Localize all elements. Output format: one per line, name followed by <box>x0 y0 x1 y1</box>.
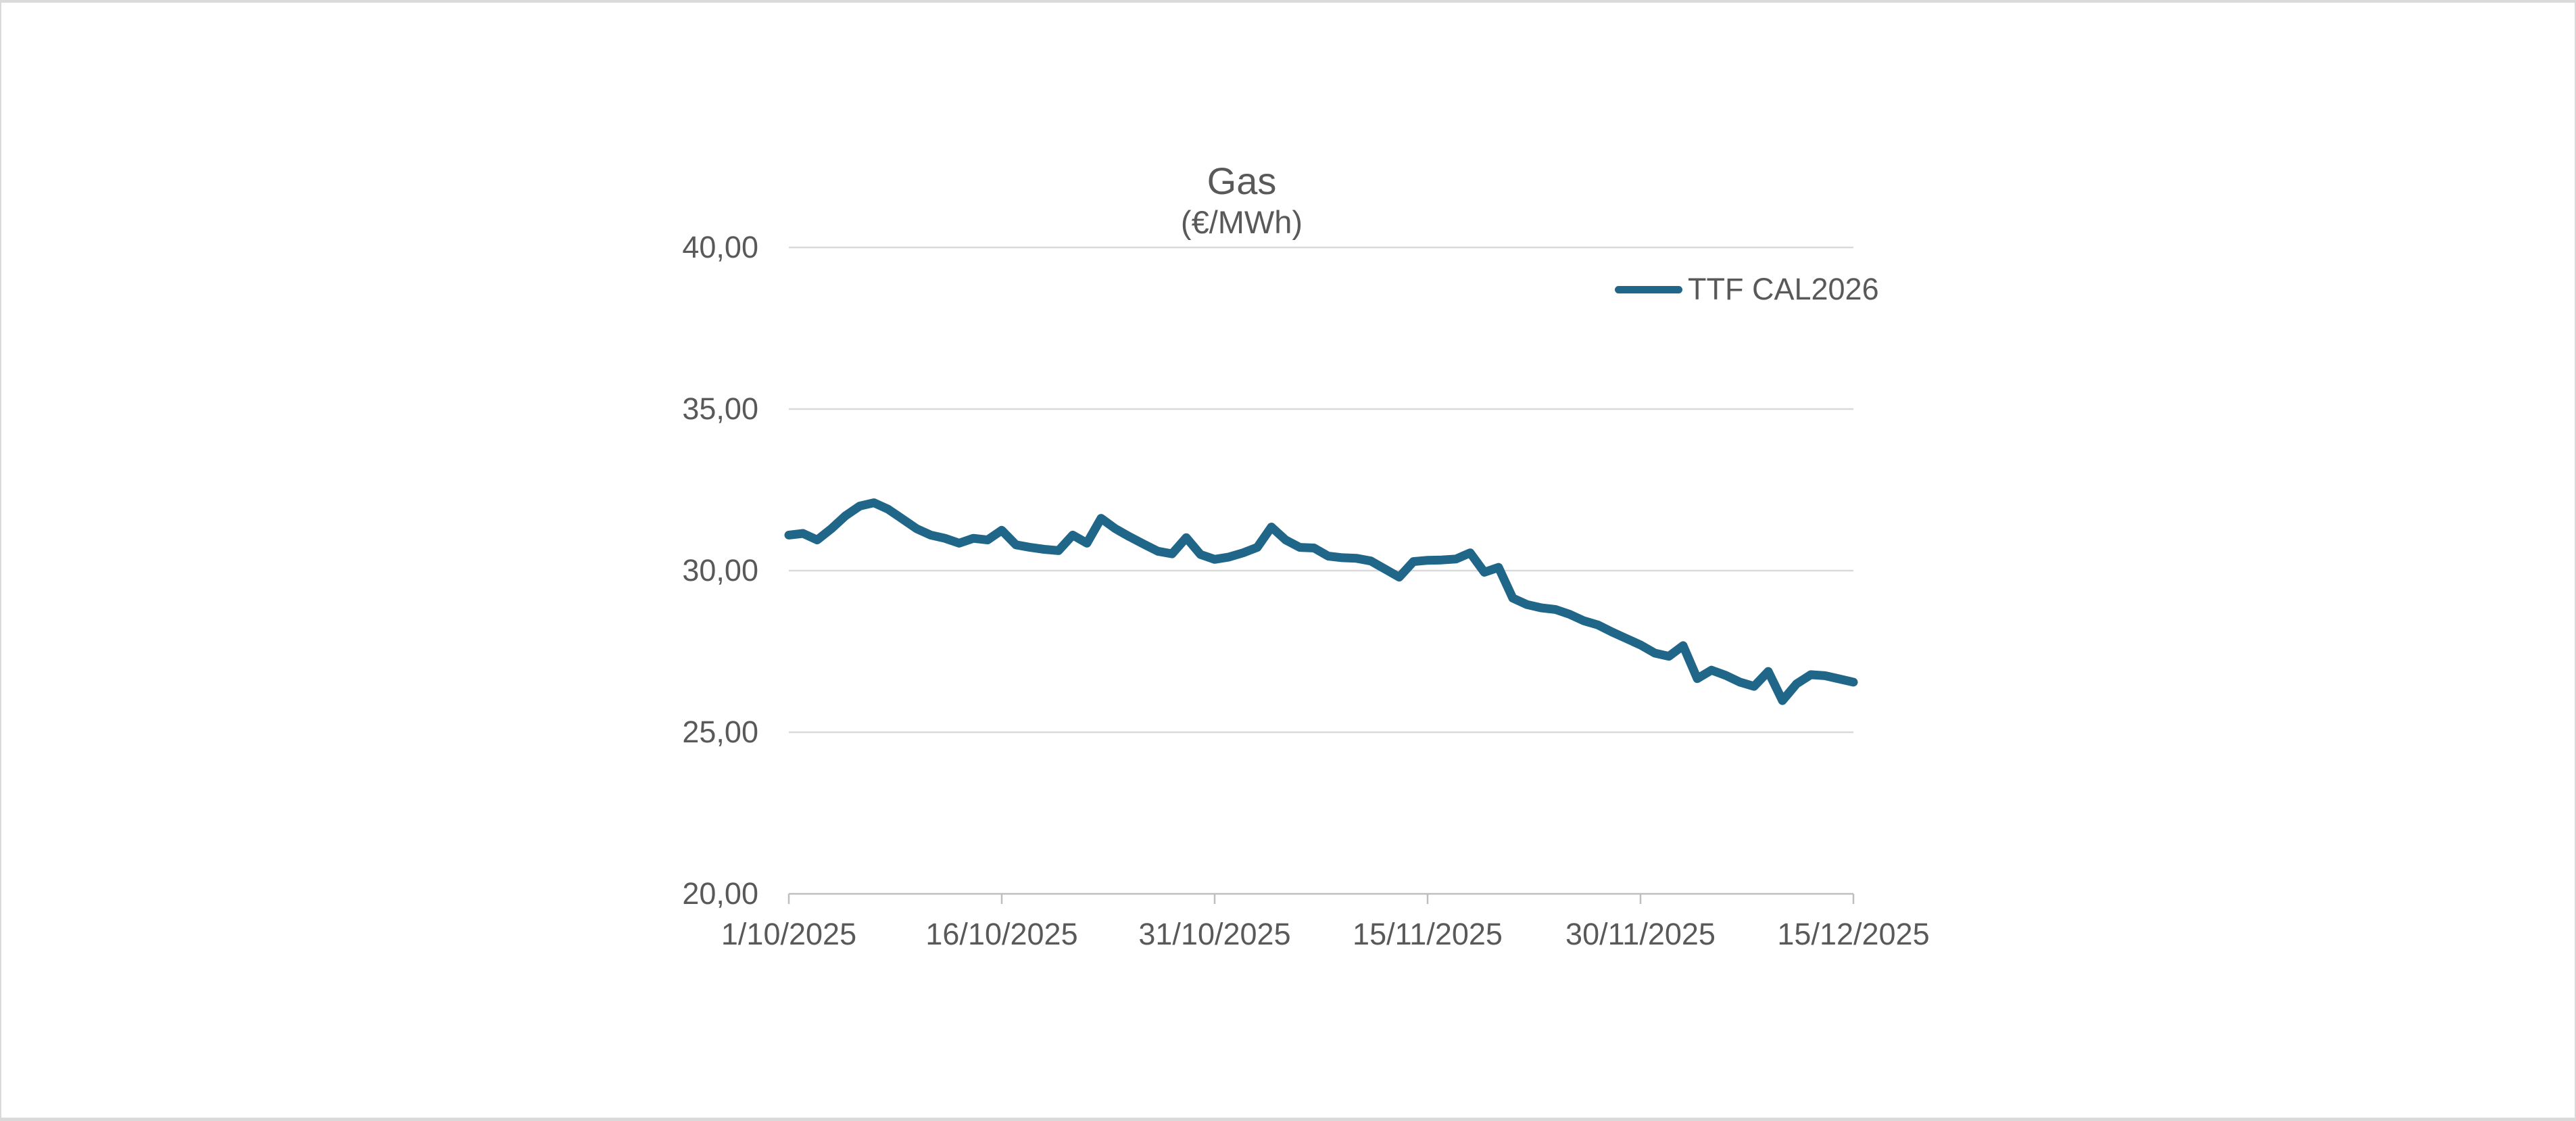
x-tick-label: 1/10/2025 <box>721 917 857 951</box>
x-tick-label: 15/11/2025 <box>1353 917 1503 951</box>
chart-title-block: Gas (€/MWh) <box>1181 160 1303 242</box>
y-tick-label: 20,00 <box>682 876 758 911</box>
y-tick-label: 40,00 <box>682 230 758 264</box>
x-tick-label: 30/11/2025 <box>1565 917 1716 951</box>
series-line-ttf-cal2026 <box>784 498 1858 705</box>
x-tick-label: 16/10/2025 <box>925 917 1078 951</box>
legend-line-swatch <box>1615 285 1682 293</box>
y-tick-label: 30,00 <box>682 553 758 588</box>
legend-label: TTF CAL2026 <box>1688 272 1879 306</box>
x-tick-label: 15/12/2025 <box>1777 917 1930 951</box>
legend: TTF CAL2026 <box>1615 270 1879 308</box>
plot-area <box>784 246 1858 904</box>
y-tick-label: 25,00 <box>682 715 758 749</box>
x-tick-label: 31/10/2025 <box>1138 917 1291 951</box>
y-tick-label: 35,00 <box>682 391 758 426</box>
chart-subtitle: (€/MWh) <box>1180 204 1303 240</box>
chart-title: Gas <box>1207 160 1277 202</box>
